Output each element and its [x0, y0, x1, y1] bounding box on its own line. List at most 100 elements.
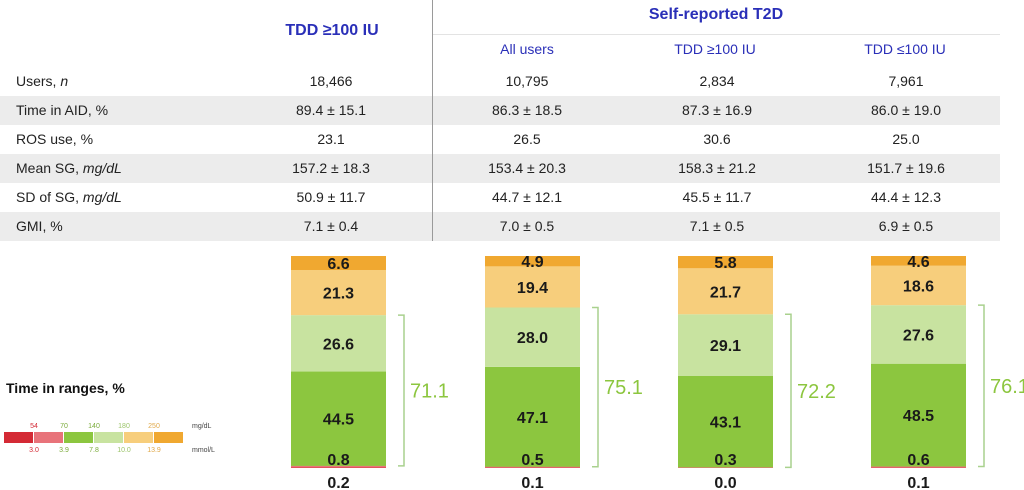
table-cell: 23.1 — [317, 131, 345, 147]
segment-label: 0.5 — [521, 452, 543, 469]
segment-label: 0.6 — [907, 452, 929, 469]
table-cell: 7.1 ± 0.4 — [303, 218, 359, 234]
range-total-label: 71.1 — [410, 381, 449, 403]
legend-swatch — [4, 432, 33, 443]
segment-label: 44.5 — [323, 412, 354, 429]
table-cell: 26.5 — [513, 131, 541, 147]
row-label-unit: mg/dL — [82, 189, 122, 205]
legend-swatch — [94, 432, 123, 443]
legend-mgdl-unit: mg/dL — [192, 423, 212, 430]
bar-segment — [678, 256, 773, 269]
header-tdd-100: TDD ≥100 IU — [285, 22, 379, 39]
table-row: Time in AID, % 89.4 ± 15.1 86.3 ± 18.5 87.3… — [0, 96, 1000, 125]
table-row: ROS use, % 23.1 26.5 30.6 25.0 — [0, 125, 1000, 154]
legend-mmol-tick: 7.8 — [89, 447, 99, 454]
bar-segment — [871, 265, 966, 306]
table-cell: 89.4 ± 15.1 — [296, 102, 366, 118]
table-cell: 44.7 ± 12.1 — [492, 189, 562, 205]
legend-swatch — [64, 432, 93, 443]
row-label: Users, n — [16, 67, 68, 96]
bar-segment — [871, 305, 966, 364]
table-cell: 10,795 — [505, 73, 549, 89]
table-cell: 2,834 — [699, 73, 735, 89]
legend-swatch — [154, 432, 183, 443]
segment-label: 6.6 — [327, 256, 349, 273]
row-label: Time in AID, % — [16, 96, 108, 125]
segment-label: 18.6 — [903, 278, 934, 295]
bar-segment — [871, 465, 966, 468]
table-cell: 30.6 — [703, 131, 731, 147]
bar-segment — [291, 256, 386, 270]
row-label: GMI, % — [16, 212, 63, 241]
legend-mmol-tick: 3.9 — [59, 447, 69, 454]
table-cell: 6.9 ± 0.5 — [878, 218, 934, 234]
table-cell: 86.0 ± 19.0 — [871, 102, 941, 118]
row-label-text: Users, — [16, 73, 61, 89]
segment-label: 21.3 — [323, 286, 354, 303]
segment-label: 0.2 — [327, 475, 349, 490]
header-self-reported-t2d: Self-reported T2D — [648, 6, 784, 23]
table-cell: 44.4 ± 12.3 — [871, 189, 941, 205]
legend-mmol-tick: 13.9 — [147, 447, 161, 454]
range-bracket — [978, 304, 985, 468]
bar-segment — [485, 266, 580, 308]
table-cell: 87.3 ± 16.9 — [682, 102, 752, 118]
bar-segment — [678, 314, 773, 376]
row-label-unit: n — [60, 73, 69, 89]
bar-segment — [871, 256, 966, 266]
segment-label: 0.3 — [714, 452, 736, 469]
bar-segment — [485, 307, 580, 367]
bar-segment — [291, 371, 386, 466]
bar-segment — [485, 465, 580, 468]
row-label-text: GMI, % — [16, 218, 63, 234]
table-cell: 157.2 ± 18.3 — [292, 160, 370, 176]
range-bracket — [785, 313, 792, 469]
bar-segment — [485, 366, 580, 467]
range-total-label: 75.1 — [604, 377, 643, 399]
bar-segment — [485, 256, 580, 267]
legend-mmol-unit: mmol/L — [192, 447, 215, 454]
table-cell: 18,466 — [309, 73, 353, 89]
table-cell: 151.7 ± 19.6 — [867, 160, 945, 176]
table-cell: 7.0 ± 0.5 — [499, 218, 555, 234]
range-bracket — [592, 306, 599, 468]
table-row: SD of SG, mg/dL 50.9 ± 11.7 44.7 ± 12.1 45.… — [0, 183, 1000, 212]
table-cell: 50.9 ± 11.7 — [296, 189, 366, 205]
segment-label: 43.1 — [710, 415, 741, 432]
segment-label: 4.6 — [907, 254, 929, 271]
range-bracket — [398, 314, 405, 467]
row-label: ROS use, % — [16, 125, 93, 154]
bar-segment — [291, 269, 386, 316]
legend-swatch — [124, 432, 153, 443]
row-label-text: SD of SG, — [16, 189, 83, 205]
legend-mgdl-tick: 180 — [118, 423, 130, 430]
segment-label: 0.1 — [907, 475, 929, 490]
table-row: GMI, % 7.1 ± 0.4 7.0 ± 0.5 7.1 ± 0.5 6.9 ± 0… — [0, 212, 1000, 241]
legend-mgdl-tick: 70 — [60, 423, 68, 430]
table-cell: 158.3 ± 21.2 — [678, 160, 756, 176]
chart-title: Time in ranges, % — [6, 380, 125, 396]
segment-label: 0.0 — [714, 475, 736, 490]
legend-mmol-tick: 3.0 — [29, 447, 39, 454]
legend-mgdl-tick: 54 — [30, 423, 38, 430]
header-divider — [432, 34, 1000, 35]
subheader-tdd-le100: TDD ≤100 IU — [864, 41, 946, 57]
row-label: SD of SG, mg/dL — [16, 183, 122, 212]
bar-segment — [871, 363, 966, 467]
segment-label: 28.0 — [517, 330, 548, 347]
segment-label: 29.1 — [710, 338, 741, 355]
legend-mgdl-tick: 250 — [148, 423, 160, 430]
segment-label: 0.8 — [327, 452, 349, 469]
range-total-label: 72.2 — [797, 381, 836, 403]
bar-segment — [291, 315, 386, 372]
row-label-text: Time in AID, % — [16, 102, 109, 118]
bar-segment — [678, 375, 773, 468]
table-row: Mean SG, mg/dL 157.2 ± 18.3 153.4 ± 20.3 15… — [0, 154, 1000, 183]
legend-swatch — [34, 432, 63, 443]
legend-mmol-tick: 10.0 — [117, 447, 131, 454]
legend-mgdl-tick: 140 — [88, 423, 100, 430]
segment-label: 4.9 — [521, 254, 543, 271]
subheader-tdd-ge100: TDD ≥100 IU — [674, 41, 756, 57]
row-label: Mean SG, mg/dL — [16, 154, 122, 183]
